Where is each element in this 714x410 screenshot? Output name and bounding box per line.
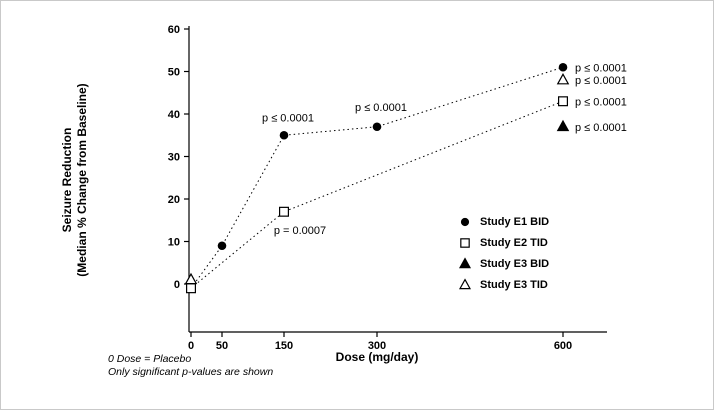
y-axis-label: Seizure Reduction (Median % Change from … [60,40,90,320]
p-value-annotation: p ≤ 0.0001 [262,112,314,124]
marker-triangle-open [184,272,198,285]
marker-square-open [460,237,470,248]
x-tick-label: 50 [216,340,228,352]
marker-circle-filled [217,241,227,251]
legend-marker-triangle-filled [458,256,472,268]
y-tick-label: 10 [168,237,180,249]
marker-circle-filled [279,130,289,140]
x-axis-label: Dose (mg/day) [335,350,419,364]
legend-item: Study E1 BID [457,211,549,232]
y-axis-label-line2: (Median % Change from Baseline) [75,83,89,277]
marker-triangle-open [458,277,472,289]
marker-square-open [186,283,197,294]
marker-triangle-filled [458,256,472,268]
y-axis-label-line1: Seizure Reduction [60,127,74,233]
series-line [190,66,564,289]
legend: Study E1 BID Study E2 TID Study E3 BID Stud… [457,211,549,295]
p-value-annotation: p ≤ 0.0001 [355,102,407,114]
marker-triangle-open [556,73,570,85]
legend-item-label: Study E1 BID [480,215,550,228]
legend-item-label: Study E2 TID [480,236,548,249]
legend-item: Study E3 TID [457,274,549,295]
legend-item-label: Study E3 TID [480,278,548,291]
marker-triangle-filled [556,119,570,132]
y-tick-label: 60 [168,24,180,36]
p-value-annotation: p ≤ 0.0001 [575,62,627,74]
legend-marker-circle-filled [460,217,470,226]
marker-circle-filled [372,122,382,132]
x-tick-label: 150 [275,340,293,352]
series-line [190,100,564,289]
legend-marker-triangle-open [458,277,472,289]
marker-circle-filled [460,217,470,226]
y-tick-label: 40 [168,109,180,121]
y-tick-label: 0 [174,279,180,291]
legend-item: Study E2 TID [457,232,549,253]
footnote-placebo: 0 Dose = Placebo [108,353,192,365]
y-tick-label: 20 [168,194,180,206]
footnotes: 0 Dose = Placebo Only significant p-valu… [108,353,273,379]
x-tick-label: 300 [368,340,386,352]
y-tick-label: 50 [168,67,180,79]
y-tick-label: 30 [168,152,180,164]
x-tick-label: 600 [554,340,572,352]
marker-square-open [279,206,290,217]
p-value-annotation: p = 0.0007 [274,225,326,237]
marker-square-open [557,96,568,107]
x-tick-label: 0 [188,340,194,352]
p-value-annotation: p ≤ 0.0001 [575,122,627,134]
legend-item-label: Study E3 BID [480,257,550,270]
legend-item: Study E3 BID [457,253,549,274]
marker-circle-filled [558,62,568,72]
footnote-pvalues: Only significant p-values are shown [108,366,274,378]
legend-marker-square-open [460,237,470,248]
p-value-annotation: p ≤ 0.0001 [575,75,627,87]
p-value-annotation: p ≤ 0.0001 [575,96,627,108]
